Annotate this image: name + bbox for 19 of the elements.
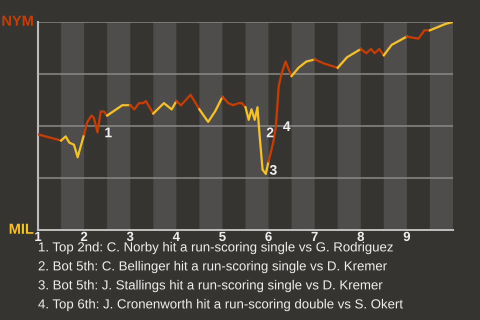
text: 1. Top 2nd: C. Norby hit a run-scoring single vs G. Rodriguez	[39, 242, 393, 254]
text: 4. Top 6th: J. Cronenworth hit a run-scoring double vs S. Okert	[38, 298, 403, 312]
x-tick-label: 8	[358, 232, 364, 242]
annotation: 1	[105, 128, 112, 138]
x-tick-label: 9	[404, 232, 410, 242]
text: 3. Bot 5th: J. Stallings hit a run-scoring single vs D. Kremer	[38, 280, 382, 292]
annotation: 2	[266, 128, 274, 138]
text: 2. Bot 5th: C. Bellinger hit a run-scoring single vs D. Kremer	[38, 260, 387, 274]
annotation: 4	[283, 121, 291, 131]
x-tick-label: 5	[219, 232, 226, 242]
annotation: 3	[270, 164, 277, 175]
x-tick-label: 1	[35, 232, 42, 241]
x-tick-label: 6	[265, 232, 272, 242]
x-tick-label: 2	[80, 232, 88, 241]
text: NYM	[2, 16, 33, 26]
x-tick-label: 3	[126, 232, 134, 242]
text: MIL	[10, 224, 34, 234]
x-tick-label: 4	[172, 232, 180, 241]
x-tick-label: 7	[312, 232, 318, 241]
